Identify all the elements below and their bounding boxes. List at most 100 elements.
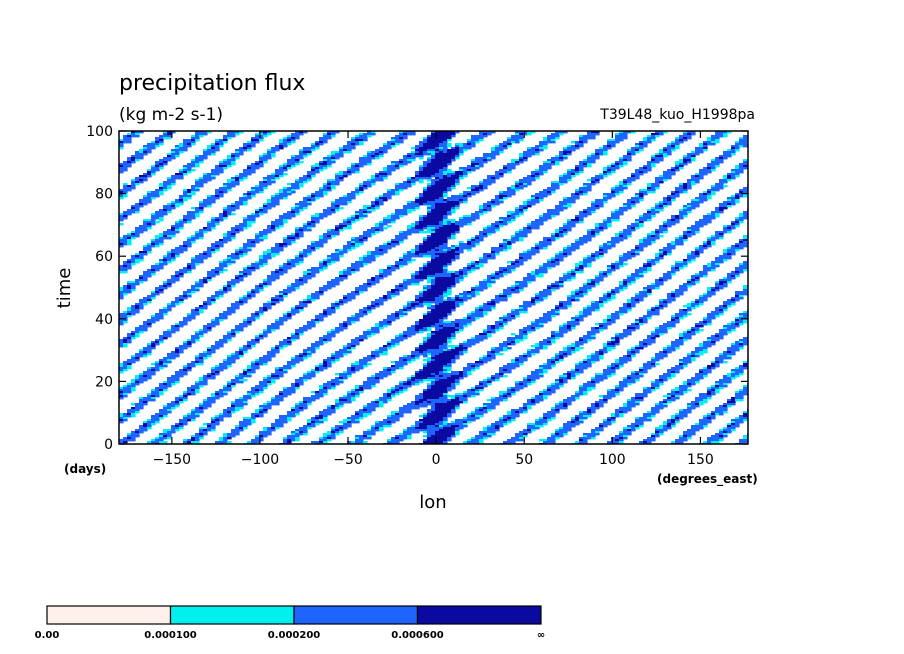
field-cell [427,189,432,192]
field-cell [487,225,492,228]
field-cell [263,157,268,160]
field-cell [459,149,464,152]
field-cell [575,141,580,144]
field-cell [303,147,308,150]
field-cell [403,161,408,164]
field-cell [231,227,236,230]
field-cell [247,145,252,148]
field-cell [407,183,412,186]
field-cell [347,193,352,196]
field-cell [579,241,584,244]
field-cell [551,209,556,212]
field-cell [695,253,700,256]
field-cell [251,239,256,242]
field-cell [571,273,576,276]
field-cell [411,277,416,280]
field-cell [347,201,352,204]
field-cell [283,267,288,270]
field-cell [303,255,308,258]
field-cell [451,131,456,134]
field-cell [375,251,380,254]
field-cell [367,229,372,232]
field-cell [463,195,468,198]
field-cell [687,253,692,256]
field-cell [675,169,680,172]
field-cell [395,137,400,140]
field-cell [271,131,276,134]
field-cell [691,253,696,256]
field-cell [359,215,364,218]
field-cell [563,201,568,204]
field-cell [739,239,744,242]
field-cell [175,275,180,278]
field-cell [691,199,696,202]
field-cell [227,181,232,184]
field-cell [323,237,328,240]
field-cell [507,167,512,170]
field-cell [407,131,412,134]
field-cell [615,215,620,218]
field-cell [455,229,460,232]
field-cell [327,183,332,186]
field-cell [667,253,672,256]
field-cell [335,209,340,212]
field-cell [431,141,436,144]
field-cell [707,239,712,242]
field-cell [323,235,328,238]
field-cell [567,205,572,208]
field-cell [659,175,664,178]
field-cell [359,163,364,166]
field-cell [455,203,460,206]
field-cell [375,205,380,208]
field-cell [639,245,644,248]
field-cell [639,219,644,222]
field-cell [595,149,600,152]
field-cell [743,243,748,246]
field-cell [647,213,652,216]
field-cell [139,231,144,234]
field-cell [471,213,476,216]
field-cell [451,201,456,204]
field-cell [739,263,744,266]
field-cell [459,221,464,224]
field-cell [439,269,444,272]
field-cell [263,255,268,258]
field-cell [531,251,536,254]
field-cell [607,269,612,272]
field-cell [659,277,664,280]
field-cell [571,277,576,280]
field-cell [343,149,348,152]
field-cell [255,167,260,170]
field-cell [123,137,128,140]
field-cell [679,161,684,164]
field-cell [611,187,616,190]
field-cell [303,273,308,276]
field-cell [619,237,624,240]
field-cell [395,241,400,244]
field-cell [171,229,176,232]
field-cell [551,211,556,214]
field-cell [579,261,584,264]
field-cell [439,227,444,230]
field-cell [291,185,296,188]
field-cell [535,169,540,172]
field-cell [431,237,436,240]
field-cell [303,207,308,210]
field-cell [351,215,356,218]
field-cell [379,203,384,206]
field-cell [135,181,140,184]
field-cell [547,215,552,218]
field-cell [203,257,208,260]
field-cell [135,133,140,136]
field-cell [563,247,568,250]
field-cell [347,221,352,224]
field-cell [355,211,360,214]
field-cell [355,267,360,270]
field-cell [147,195,152,198]
field-cell [307,149,312,152]
field-cell [687,203,692,206]
field-cell [651,159,656,162]
field-cell [375,275,380,278]
field-cell [307,175,312,178]
field-cell [331,181,336,184]
